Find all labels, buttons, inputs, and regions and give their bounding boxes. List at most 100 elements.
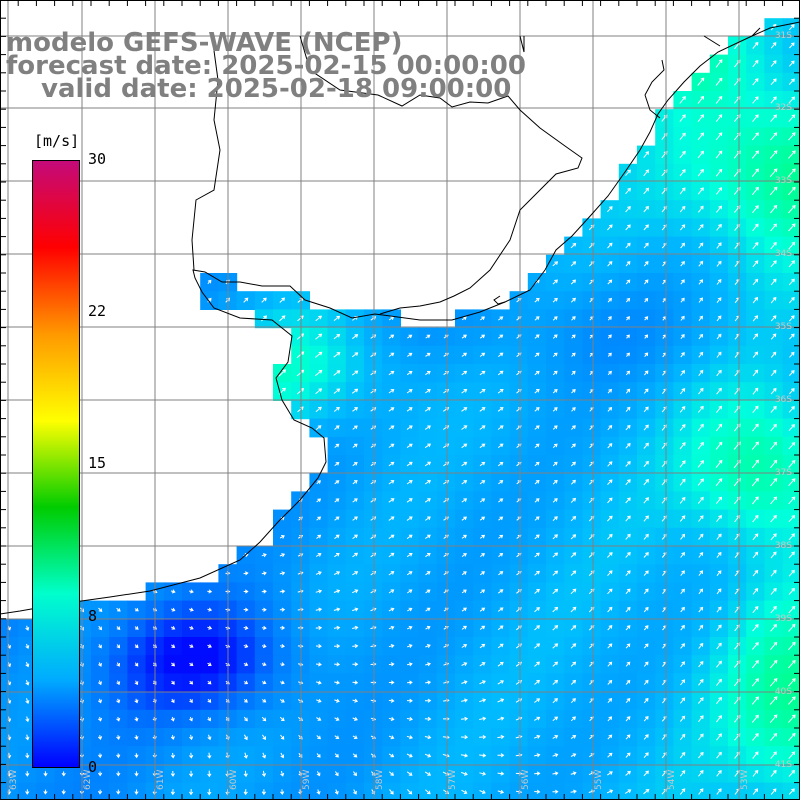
- wind-arrow: [570, 716, 576, 722]
- wind-arrow: [607, 443, 613, 449]
- wind-arrow: [479, 625, 486, 630]
- wind-arrow: [570, 679, 577, 685]
- wind-arrow: [680, 315, 685, 321]
- wind-arrow: [388, 443, 395, 448]
- wind-arrow: [334, 771, 339, 777]
- wind-arrow: [98, 753, 103, 759]
- border-line: [703, 35, 721, 47]
- wind-arrow: [697, 405, 704, 413]
- wind-arrow: [789, 60, 795, 67]
- wind-arrow: [352, 607, 359, 612]
- wind-arrow: [279, 535, 285, 539]
- wind-arrow: [534, 443, 540, 448]
- wind-arrow: [607, 242, 613, 249]
- wind-arrow: [534, 625, 540, 631]
- wind-arrow: [716, 333, 722, 340]
- wind-arrow: [697, 478, 704, 486]
- wind-arrow: [625, 479, 631, 486]
- wind-arrow: [625, 224, 631, 231]
- wind-arrow: [716, 297, 722, 304]
- wind-arrow: [697, 95, 705, 104]
- wind-arrow: [716, 678, 722, 686]
- wind-arrow: [643, 606, 649, 613]
- wind-arrow: [316, 480, 321, 485]
- wind-arrow: [752, 96, 759, 104]
- wind-arrow: [698, 770, 704, 777]
- border-line: [644, 59, 665, 96]
- wind-arrow: [716, 696, 722, 705]
- wind-arrow: [607, 406, 613, 412]
- wind-arrow: [552, 716, 559, 722]
- wind-arrow: [752, 205, 759, 214]
- wind-arrow: [788, 424, 795, 432]
- wind-arrow: [388, 407, 395, 412]
- lat-label: 37S: [775, 468, 792, 478]
- wind-arrow: [479, 407, 486, 412]
- lon-label: 54W: [667, 770, 677, 790]
- wind-arrow: [571, 334, 576, 339]
- wind-arrow: [643, 734, 649, 740]
- wind-arrow: [406, 443, 413, 449]
- wind-arrow: [698, 606, 704, 613]
- wind-arrow: [170, 607, 176, 612]
- wind-arrow: [643, 679, 649, 685]
- wind-arrow: [352, 534, 358, 540]
- wind-arrow: [643, 497, 649, 504]
- wind-arrow: [625, 424, 631, 431]
- wind-arrow: [789, 24, 795, 31]
- wind-arrow: [25, 698, 30, 704]
- wind-arrow: [716, 588, 722, 595]
- wind-arrow: [788, 623, 796, 632]
- wind-arrow: [497, 589, 504, 594]
- wind-arrow: [715, 132, 723, 141]
- wind-arrow: [479, 388, 486, 394]
- wind-arrow: [570, 661, 577, 667]
- model-title: modelo GEFS-WAVE (NCEP): [6, 28, 403, 58]
- wind-arrow: [388, 644, 395, 649]
- wind-arrow: [770, 751, 777, 759]
- wind-arrow: [388, 771, 394, 776]
- wind-arrow: [752, 606, 759, 614]
- wind-arrow: [752, 278, 759, 286]
- wind-arrow: [334, 735, 340, 740]
- wind-arrow: [116, 644, 121, 649]
- wind-arrow: [716, 533, 722, 540]
- wind-arrow: [461, 625, 467, 630]
- wind-arrow: [497, 771, 505, 776]
- wind-arrow: [770, 333, 777, 340]
- wind-arrow: [698, 642, 704, 649]
- wind-arrow: [607, 461, 613, 467]
- wind-arrow: [279, 716, 285, 722]
- wind-arrow: [207, 589, 213, 594]
- wind-arrow: [697, 187, 704, 195]
- wind-arrow: [788, 241, 796, 250]
- wind-arrow: [243, 698, 248, 703]
- wind-arrow: [461, 388, 468, 394]
- wind-arrow: [680, 679, 686, 686]
- wind-arrow: [570, 789, 577, 794]
- wind-arrow: [479, 480, 486, 485]
- wind-arrow: [752, 296, 759, 304]
- wind-arrow: [679, 460, 686, 468]
- wind-arrow: [207, 788, 212, 796]
- wind-arrow: [424, 407, 431, 412]
- wind-arrow: [788, 150, 796, 159]
- wind-arrow: [751, 660, 759, 669]
- wind-arrow: [552, 534, 558, 540]
- wind-arrow: [789, 388, 795, 395]
- wind-arrow: [570, 625, 577, 631]
- wind-arrow: [370, 461, 377, 467]
- wind-arrow: [497, 443, 504, 449]
- lat-label: 34S: [775, 249, 792, 259]
- wind-arrow: [406, 571, 413, 576]
- wind-arrow: [497, 753, 505, 758]
- wind-arrow: [716, 570, 722, 577]
- wind-arrow: [243, 662, 249, 667]
- wind-arrow: [552, 407, 558, 412]
- wind-arrow: [698, 205, 704, 213]
- wind-arrow: [680, 606, 685, 613]
- wind-arrow: [644, 334, 649, 339]
- wind-arrow: [698, 551, 704, 558]
- wind-arrow: [607, 698, 613, 704]
- wind-arrow: [643, 697, 649, 704]
